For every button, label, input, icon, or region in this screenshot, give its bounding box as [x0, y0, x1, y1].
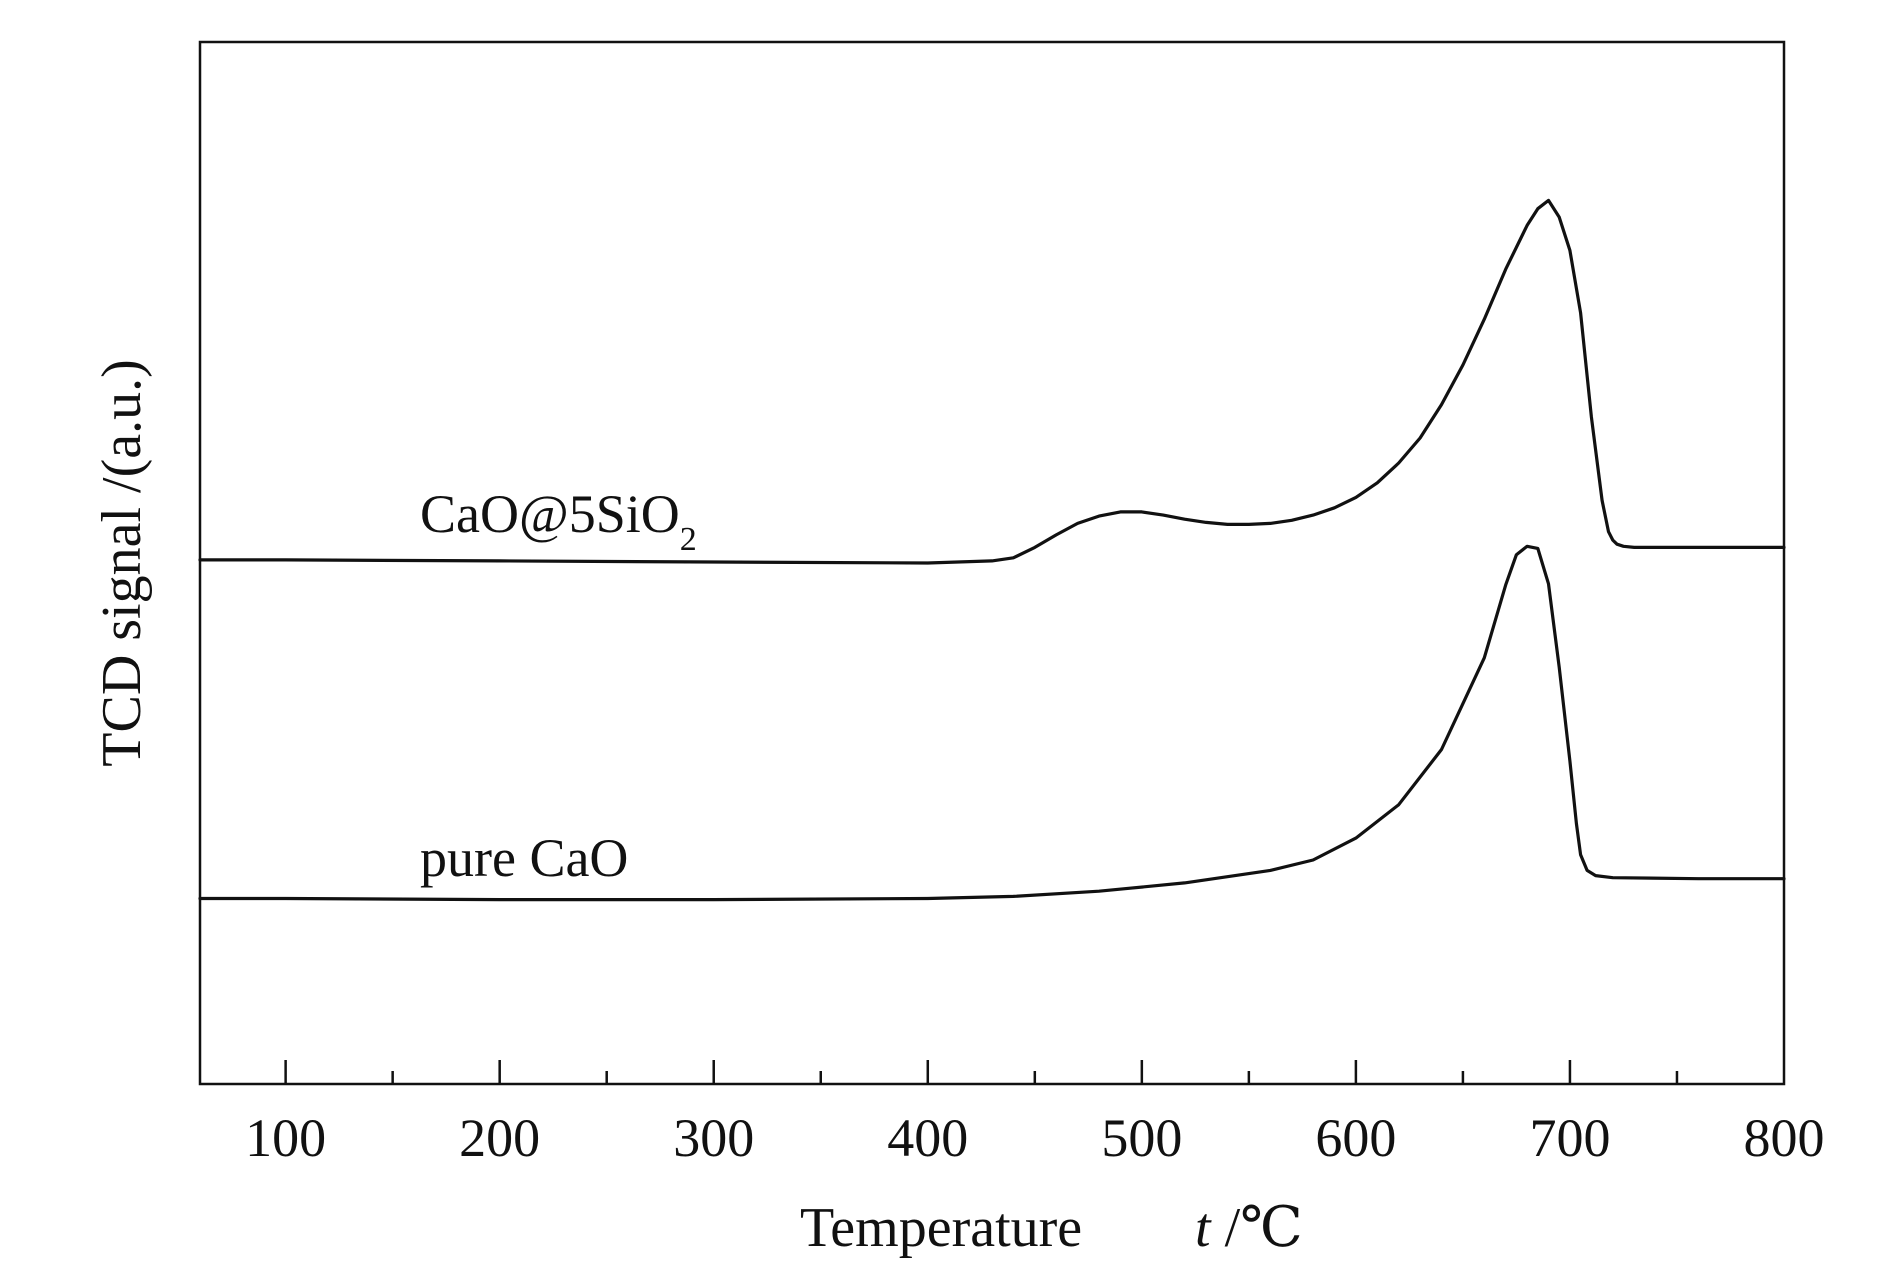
y-axis-label: TCD signal /(a.u.) — [91, 359, 153, 766]
x-axis-label: Temperature t /℃ — [800, 1197, 1303, 1259]
x-tick-label: 300 — [673, 1108, 754, 1168]
x-tick-label: 700 — [1529, 1108, 1610, 1168]
plot-frame — [198, 40, 1786, 1086]
series-line-cao-5sio2 — [198, 198, 1786, 565]
x-tick-label: 200 — [459, 1108, 540, 1168]
series-label-cao-5sio2: CaO@5SiO2 — [420, 484, 697, 558]
x-tick-label: 400 — [887, 1108, 968, 1168]
x-tick-label: 100 — [245, 1108, 326, 1168]
x-axis-ticks: 100 200 300 400 500 600 700 800 — [245, 1060, 1825, 1168]
series-layer — [198, 198, 1786, 902]
x-tick-label: 800 — [1744, 1108, 1825, 1168]
x-tick-label: 500 — [1101, 1108, 1182, 1168]
x-tick-label: 600 — [1315, 1108, 1396, 1168]
series-label-pure-cao: pure CaO — [420, 828, 628, 888]
series-line-pure-cao — [198, 544, 1786, 902]
